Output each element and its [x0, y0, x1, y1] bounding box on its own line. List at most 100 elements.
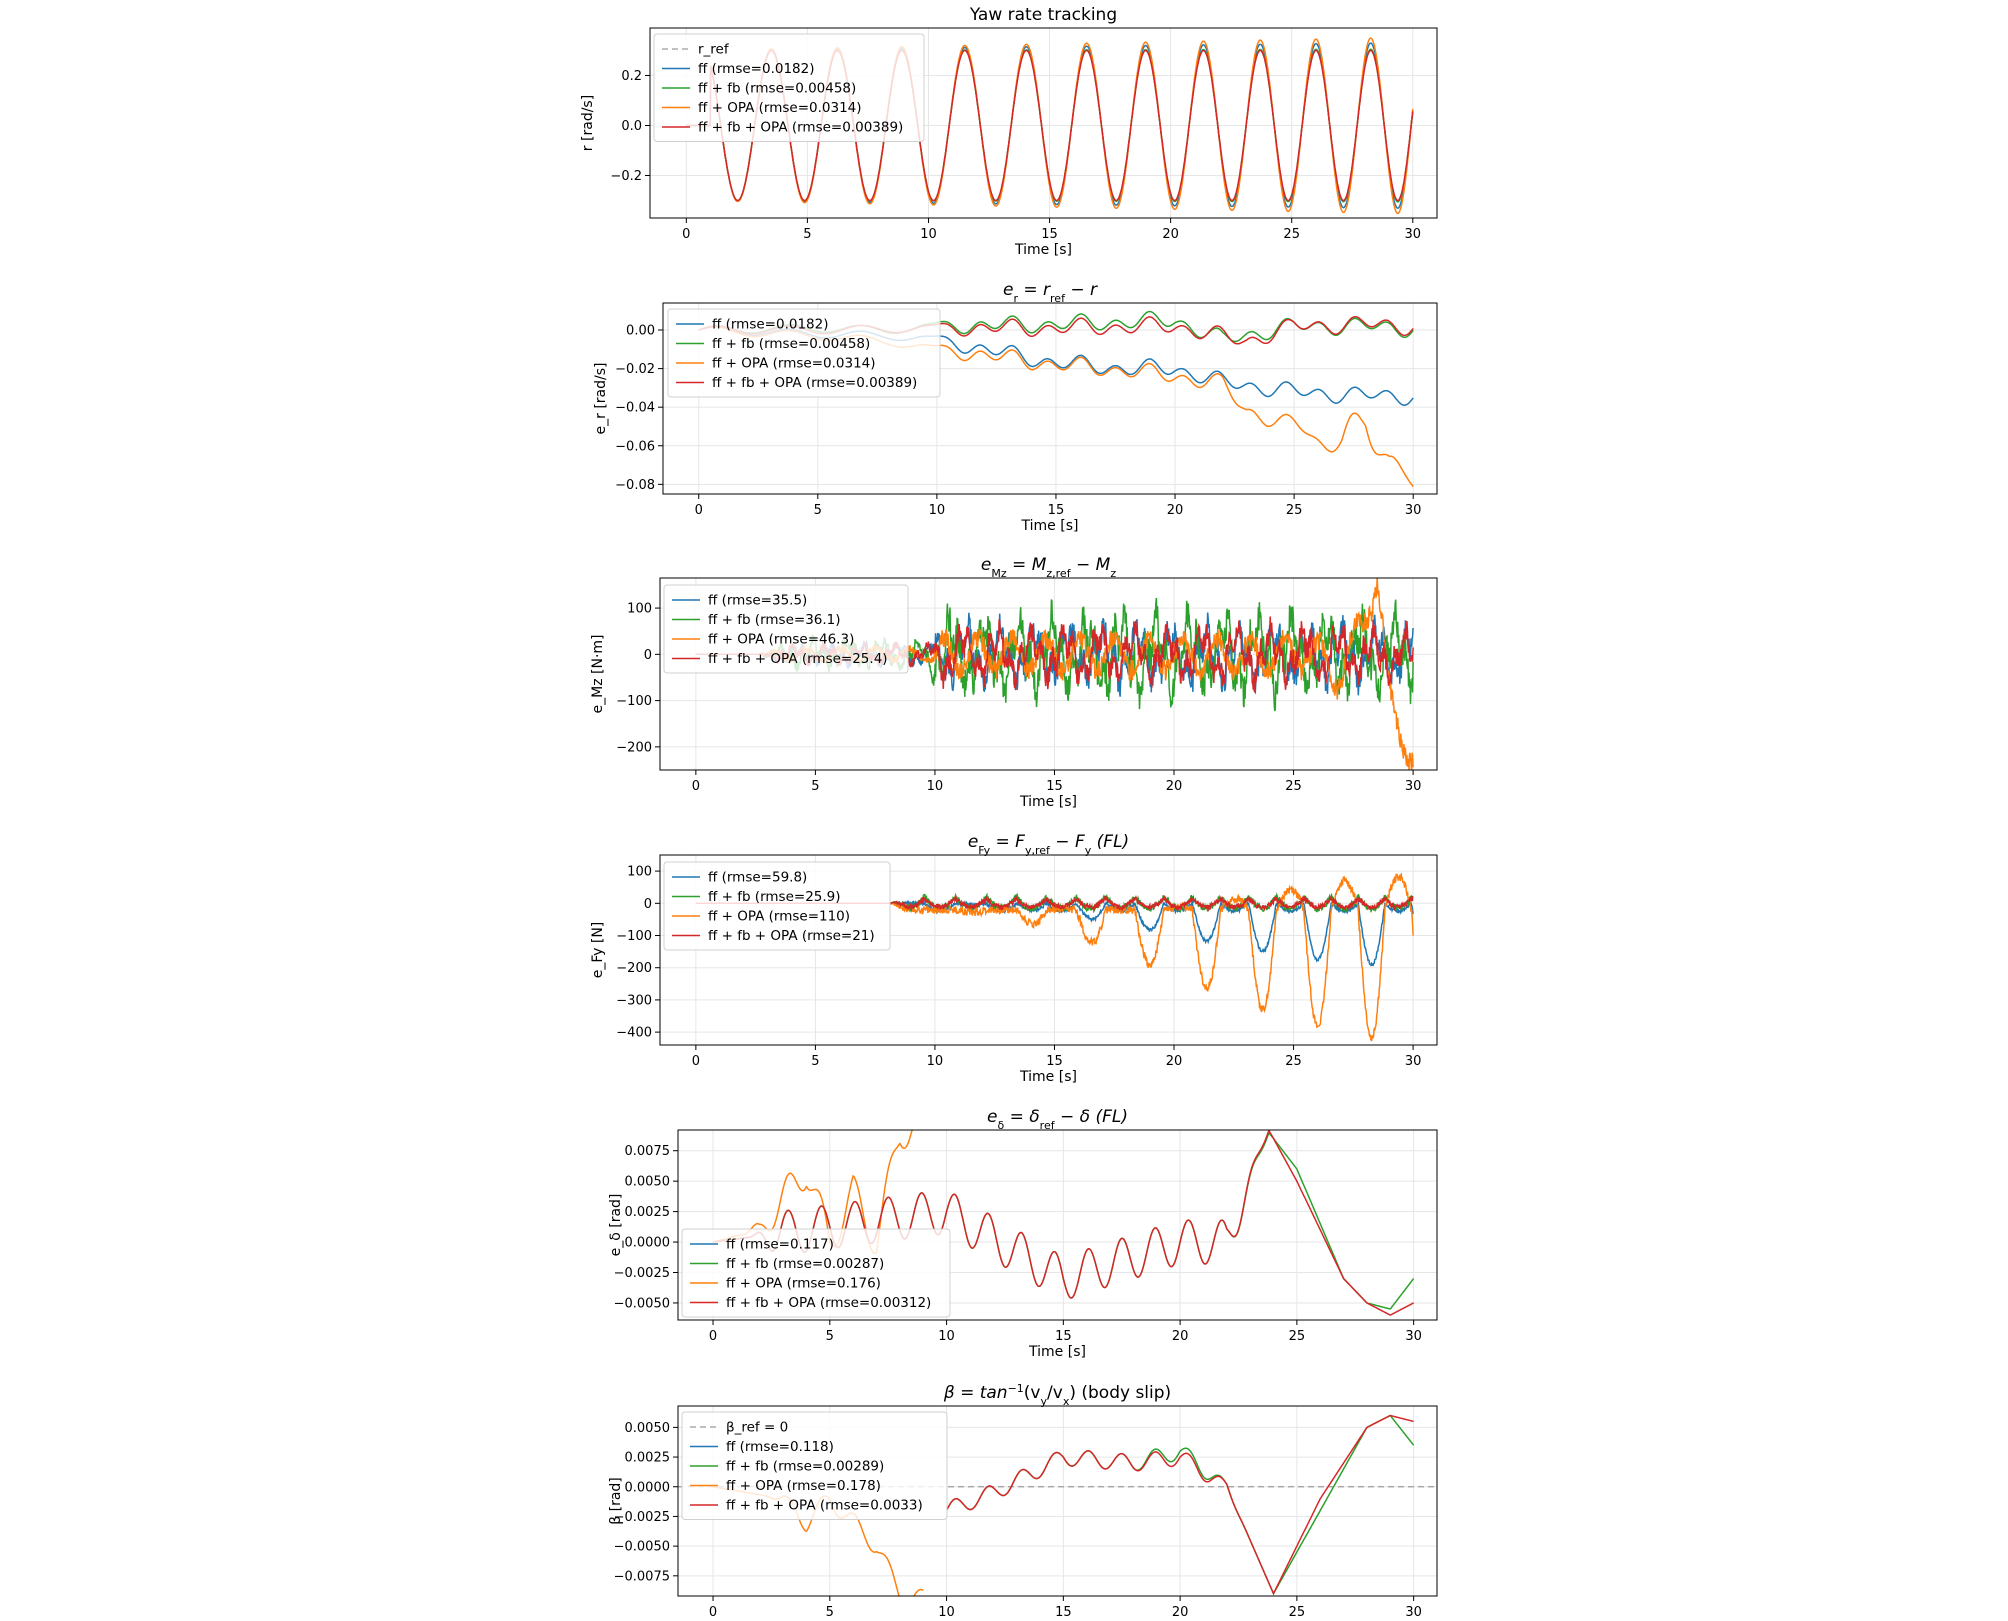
x-tick-label: 20	[1166, 1054, 1183, 1069]
y-tick-label: 0.0	[621, 119, 642, 134]
y-tick-label: −0.0075	[614, 1569, 670, 1584]
legend: ff (rmse=0.0182) ff + fb (rmse=0.00458) ff…	[667, 308, 941, 398]
y-tick-label: 0.0050	[625, 1421, 671, 1436]
y-axis-label: e_Fy [N]	[590, 922, 606, 979]
series-line-ff_fb_opa	[686, 49, 1414, 202]
y-tick-label: 0.0050	[625, 1175, 671, 1190]
chart-emz: 0 5 10 15 20 25 30 −200 −100 0 100 eMz = Mz,ref − M…	[590, 555, 1438, 810]
x-tick-label: 5	[803, 227, 811, 242]
legend-box	[663, 861, 891, 951]
x-tick-label: 15	[1041, 227, 1058, 242]
legend-box	[681, 1228, 951, 1318]
x-tick-label: 25	[1289, 1329, 1306, 1344]
x-tick-label: 0	[695, 503, 703, 518]
x-tick-label: 5	[826, 1329, 834, 1344]
legend-label-ref: r_ref	[698, 42, 730, 58]
x-tick-label: 15	[1048, 503, 1065, 518]
legend-label-ff_fb: ff + fb (rmse=0.00458)	[712, 336, 870, 352]
legend-label-ff_opa: ff + OPA (rmse=0.0314)	[698, 100, 862, 116]
legend-label-ff_fb: ff + fb (rmse=0.00289)	[726, 1459, 884, 1475]
legend-label-ff_fb: ff + fb (rmse=36.1)	[708, 612, 841, 628]
plot-frame	[662, 302, 1438, 495]
chart-title: β = tan−1(vy/vx) (body slip)	[943, 1382, 1171, 1408]
series-line-ff_opa	[686, 37, 1414, 215]
y-axis-label: r [rad/s]	[580, 95, 596, 151]
y-axis-label: e_r [rad/s]	[593, 363, 609, 435]
legend-label-ff_opa: ff + OPA (rmse=0.178)	[726, 1478, 881, 1494]
x-tick-label: 15	[1055, 1605, 1072, 1620]
legend-label-ff: ff (rmse=0.0182)	[698, 61, 814, 77]
legend-label-ff_fb_opa: ff + fb + OPA (rmse=0.0033)	[726, 1498, 923, 1514]
y-tick-label: −0.04	[615, 401, 655, 416]
x-tick-label: 0	[709, 1605, 717, 1620]
x-axis-label: Time [s]	[1019, 1069, 1077, 1085]
x-tick-label: 10	[938, 1329, 955, 1344]
legend-label-ff_opa: ff + OPA (rmse=0.176)	[726, 1276, 881, 1292]
legend: ff (rmse=35.5) ff + fb (rmse=36.1) ff + OP…	[663, 584, 909, 674]
y-tick-label: 0.0025	[625, 1205, 671, 1220]
series-line-ff_fb_opa	[712, 1130, 1414, 1316]
x-tick-label: 10	[927, 779, 944, 794]
y-tick-label: 100	[627, 602, 652, 617]
x-tick-label: 25	[1289, 1605, 1306, 1620]
x-tick-label: 30	[1405, 1329, 1422, 1344]
x-tick-label: 20	[1162, 227, 1179, 242]
x-tick-label: 20	[1172, 1329, 1189, 1344]
plot-frame	[659, 577, 1438, 771]
y-tick-label: 0.0075	[625, 1144, 671, 1159]
y-tick-label: −300	[616, 993, 652, 1008]
x-tick-label: 25	[1286, 503, 1303, 518]
x-tick-label: 25	[1285, 1054, 1302, 1069]
y-tick-label: −0.06	[615, 439, 655, 454]
chart-beta: 0 5 10 15 20 25 30 −0.0075 −0.0050 −0.0025 0.0000 0…	[608, 1382, 1438, 1621]
x-tick-label: 25	[1283, 227, 1300, 242]
x-tick-label: 10	[927, 1054, 944, 1069]
x-tick-label: 30	[1405, 227, 1422, 242]
y-tick-label: −0.0025	[614, 1510, 670, 1525]
x-tick-label: 20	[1167, 503, 1184, 518]
x-tick-label: 0	[692, 779, 700, 794]
plot-frame	[677, 1405, 1438, 1597]
x-tick-label: 20	[1172, 1605, 1189, 1620]
y-tick-label: −0.2	[610, 169, 642, 184]
legend-label-ff_opa: ff + OPA (rmse=46.3)	[708, 632, 854, 648]
chart-title: eMz = Mz,ref − Mz	[981, 555, 1116, 580]
x-axis-label: Time [s]	[1019, 794, 1077, 810]
y-tick-label: −200	[616, 961, 652, 976]
legend-label-ff_fb_opa: ff + fb + OPA (rmse=0.00312)	[726, 1295, 931, 1311]
y-tick-label: −100	[616, 929, 652, 944]
x-tick-label: 5	[811, 1054, 819, 1069]
legend-label-ff: ff (rmse=59.8)	[708, 870, 807, 886]
legend-label-ff_opa: ff + OPA (rmse=0.0314)	[712, 356, 876, 372]
x-axis-label: Time [s]	[1028, 1344, 1086, 1360]
legend-box	[681, 1411, 948, 1520]
y-axis-label: β [rad]	[608, 1477, 624, 1525]
y-tick-label: 0.0000	[625, 1480, 671, 1495]
y-tick-label: −0.02	[615, 362, 655, 377]
legend-label-ff_fb_opa: ff + fb + OPA (rmse=21)	[708, 928, 875, 944]
y-tick-label: −200	[616, 740, 652, 755]
x-tick-label: 15	[1046, 779, 1063, 794]
y-tick-label: −0.0050	[614, 1540, 670, 1555]
x-tick-label: 15	[1055, 1329, 1072, 1344]
chart-title: er = rref − r	[1003, 280, 1098, 305]
legend-label-ff_fb: ff + fb (rmse=0.00287)	[726, 1256, 884, 1272]
legend-box	[667, 308, 941, 398]
x-tick-label: 5	[814, 503, 822, 518]
chart-title: eδ = δref − δ (FL)	[987, 1107, 1128, 1132]
legend-label-ff_opa: ff + OPA (rmse=110)	[708, 909, 850, 925]
legend-label-ff_fb_opa: ff + fb + OPA (rmse=0.00389)	[712, 375, 917, 391]
plot-frame	[649, 27, 1438, 219]
y-tick-label: −0.0050	[614, 1296, 670, 1311]
x-tick-label: 20	[1166, 779, 1183, 794]
legend-label-ff: ff (rmse=0.0182)	[712, 317, 828, 333]
legend: ff (rmse=59.8) ff + fb (rmse=25.9) ff + OP…	[663, 861, 891, 951]
legend-label-ff: ff (rmse=0.118)	[726, 1439, 834, 1455]
legend-box	[663, 584, 909, 674]
x-tick-label: 0	[682, 227, 690, 242]
plot-frame	[677, 1129, 1438, 1321]
x-axis-label: Time [s]	[1021, 518, 1079, 534]
x-tick-label: 25	[1285, 779, 1302, 794]
